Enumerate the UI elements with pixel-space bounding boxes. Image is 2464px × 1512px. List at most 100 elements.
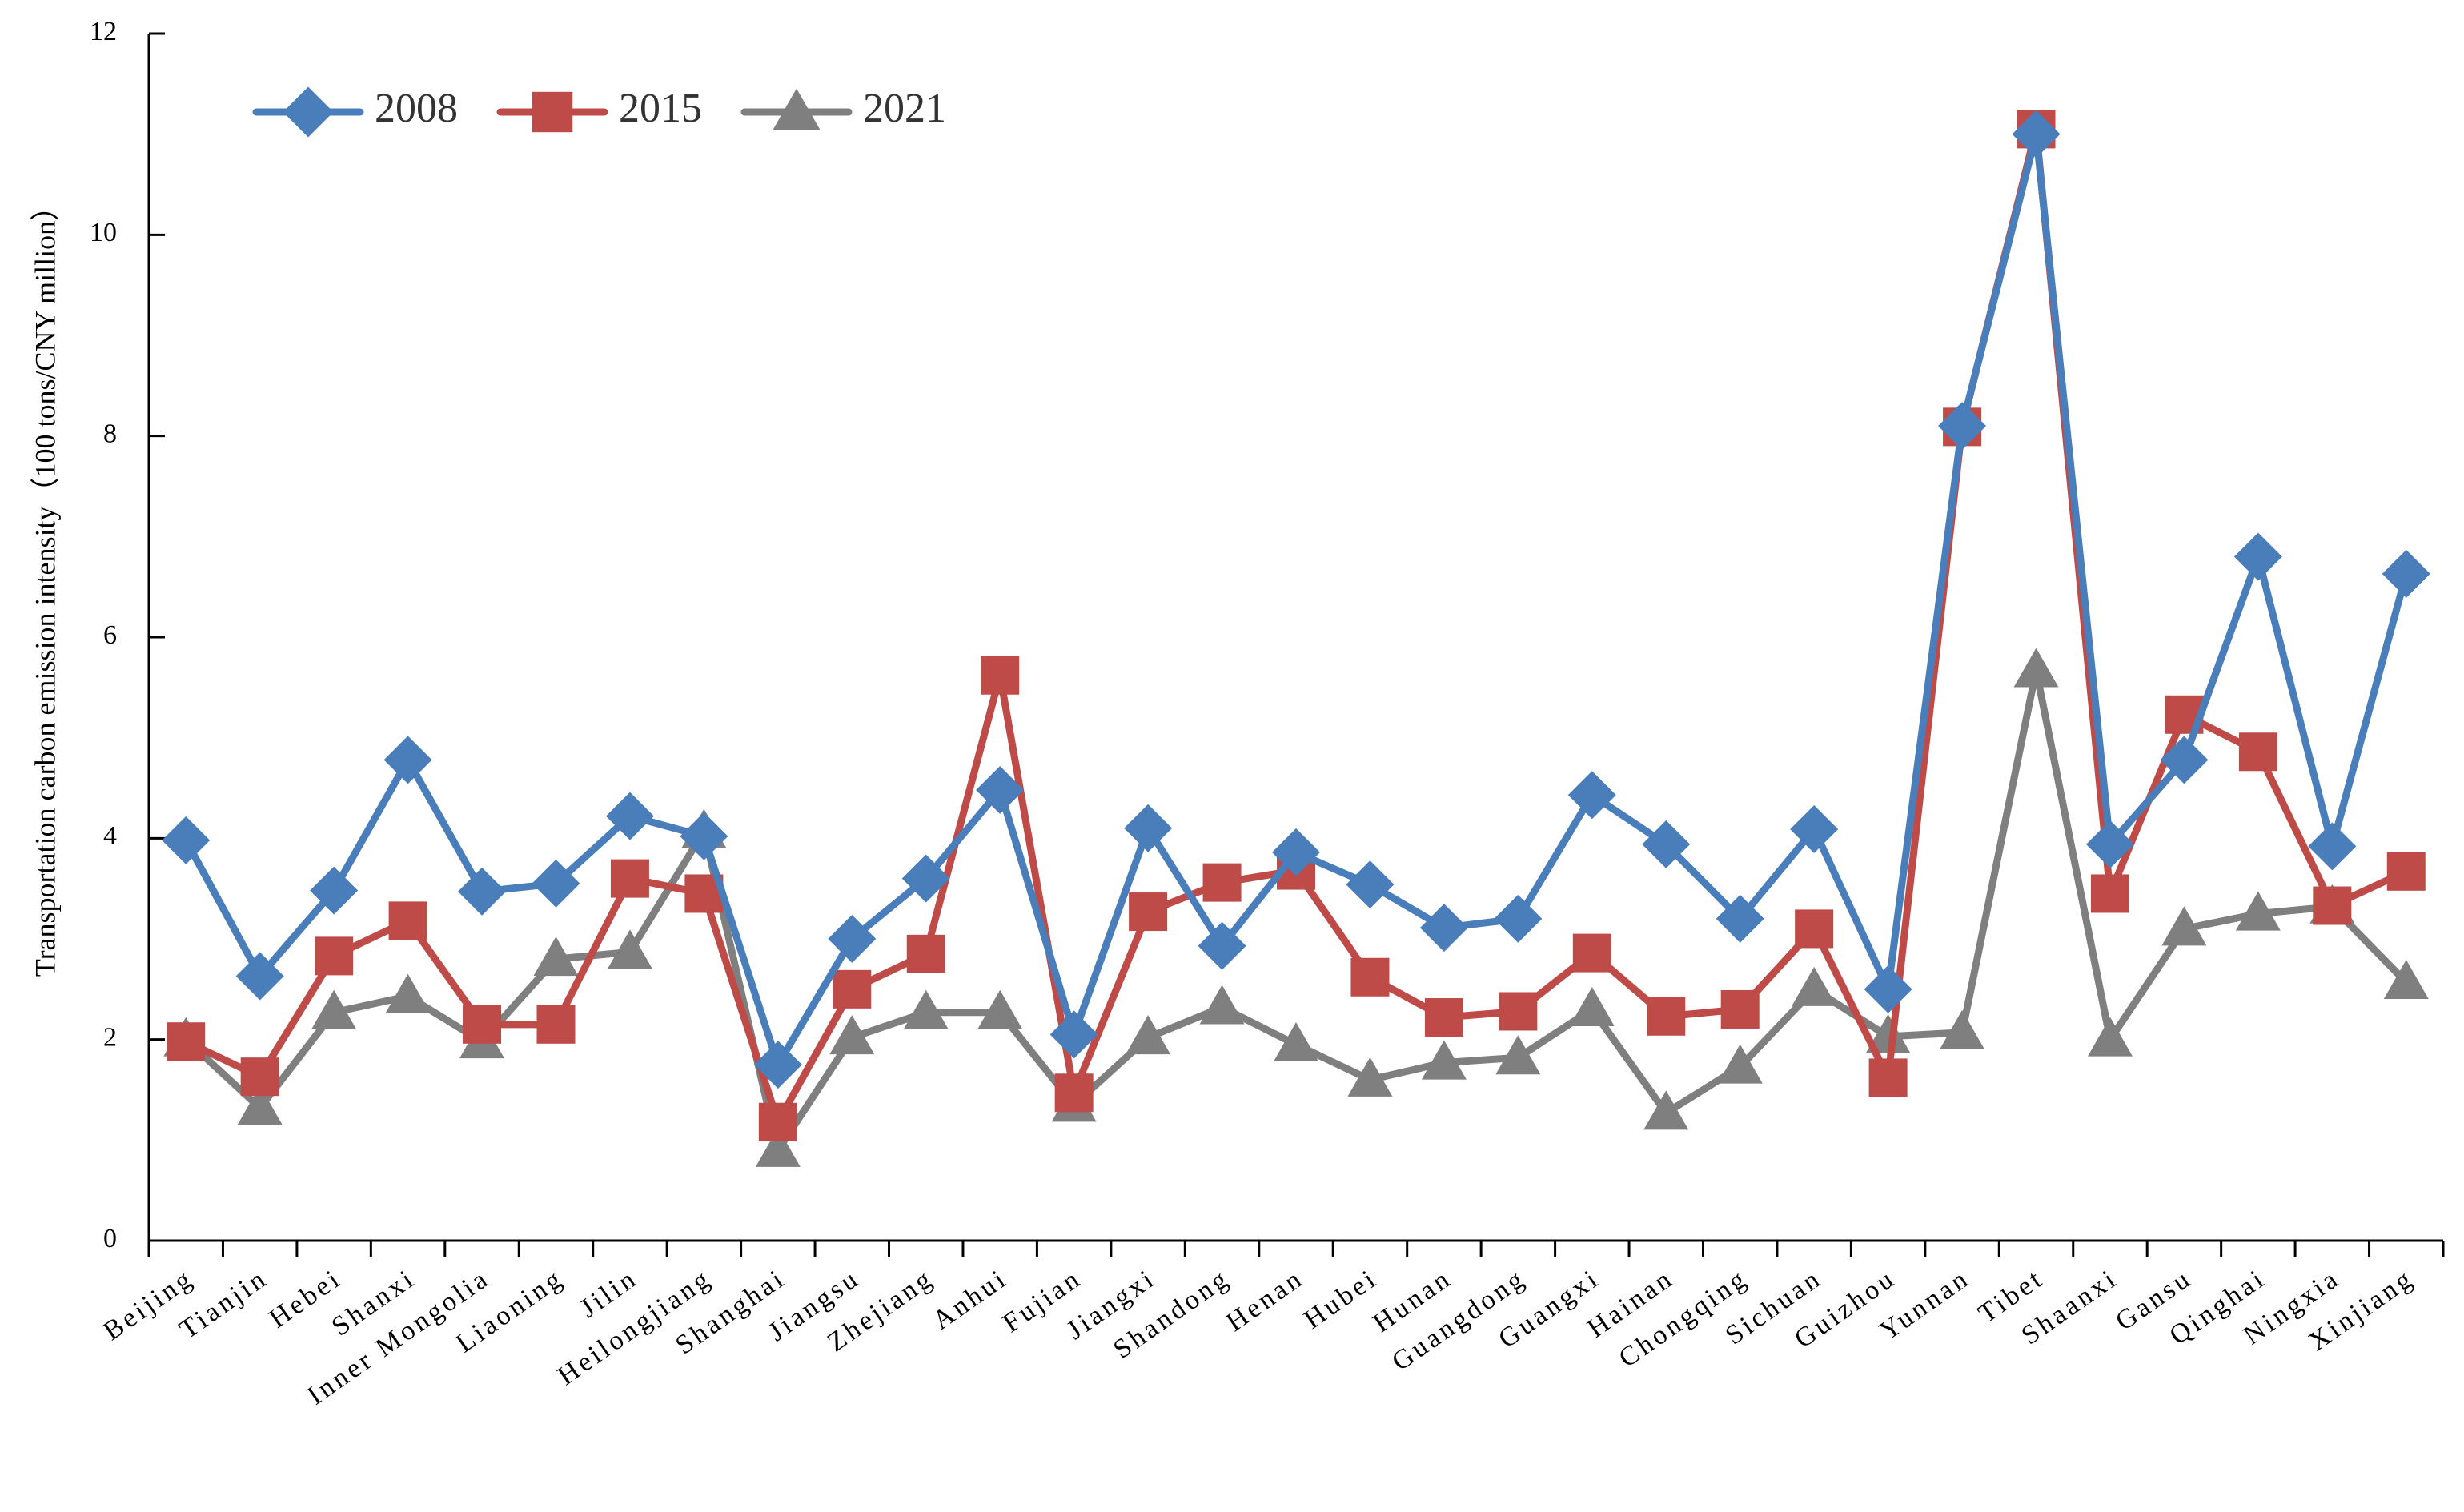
legend: 2008 2015 2021 [252,86,946,138]
data-point-2021 [1347,1057,1393,1097]
data-point-2008 [532,859,580,908]
data-point-2015 [2313,886,2352,925]
legend-item-2021: 2021 [740,86,946,131]
data-point-2008 [605,792,654,840]
data-point-2008 [1494,894,1543,943]
data-point-2008 [976,766,1025,815]
data-point-2015 [1720,989,1760,1029]
data-point-2015 [833,969,872,1009]
data-point-2008 [2382,549,2430,598]
data-point-2015 [1868,1058,1908,1097]
data-point-2021 [829,1015,875,1055]
data-point-2021 [2013,648,2059,688]
legend-swatch-marker [532,91,573,133]
data-point-2015 [388,901,427,940]
data-point-2021 [607,929,652,969]
data-point-2008 [2160,736,2209,784]
data-point-2021 [2161,906,2207,946]
series-2008 [162,110,2430,1089]
legend-label: 2008 [375,86,458,131]
data-point-2021 [1865,1013,1911,1053]
data-point-2021 [903,989,949,1029]
data-point-2021 [2235,891,2281,931]
data-point-2021 [1717,1044,1763,1084]
y-tick-label: 4 [103,821,117,851]
data-point-2015 [2090,874,2129,913]
data-point-2008 [383,736,432,784]
data-point-2015 [1424,998,1463,1037]
y-tick-label: 0 [103,1224,117,1253]
data-point-2008 [680,812,728,860]
data-point-2021 [755,1127,801,1167]
series-line-2015 [182,125,2410,1126]
data-point-2008 [235,952,284,1001]
data-point-2008 [1272,828,1320,876]
x-tick-label: Anhui [928,1263,1013,1336]
data-point-2008 [1198,921,1246,970]
data-point-2008 [458,867,507,916]
data-point-2008 [1124,804,1173,852]
data-point-2008 [1938,402,1987,451]
data-point-2015 [315,936,354,976]
data-point-2021 [1126,1015,1171,1055]
legend-swatch-marker [283,86,334,138]
data-point-2008 [2012,110,2061,158]
data-point-2015 [1647,997,1686,1036]
y-tick-label: 6 [103,620,117,650]
data-point-2015 [1350,957,1390,997]
data-point-2008 [753,1041,802,1089]
data-point-2015 [1054,1073,1094,1113]
data-point-2015 [240,1057,279,1097]
data-point-2015 [2238,732,2277,772]
data-point-2008 [1049,1010,1098,1059]
legend-label: 2021 [863,86,946,131]
data-point-2015 [1202,863,1242,902]
data-point-2008 [310,866,359,915]
y-tick-label: 8 [103,419,117,448]
data-point-2008 [2085,820,2134,868]
x-tick-label: Henan [1221,1263,1309,1338]
data-point-2015 [1795,909,1834,949]
legend-swatch-marker [773,88,821,130]
data-point-2015 [1129,892,1168,932]
series-line-2008 [182,130,2410,1069]
data-point-2021 [1643,1090,1689,1130]
data-point-2008 [828,915,877,963]
y-tick-label: 2 [103,1022,117,1052]
data-point-2021 [1569,986,1615,1026]
data-point-2021 [1274,1021,1318,1061]
data-point-2015 [610,859,649,898]
data-point-2021 [2383,960,2429,1000]
data-point-2021 [2087,1017,2133,1057]
y-axis-label: Transportation carbon emission intensity… [29,192,61,977]
data-point-2008 [1346,860,1395,909]
data-point-2015 [536,1005,576,1044]
data-point-2008 [1419,904,1468,953]
data-point-2008 [1567,771,1616,820]
data-point-2008 [2308,822,2357,871]
data-point-2015 [758,1102,797,1141]
y-tick-label: 10 [90,218,117,247]
series-2021 [163,648,2429,1167]
legend-label: 2015 [619,86,702,131]
data-point-2021 [1792,966,1837,1006]
data-point-2021 [533,936,579,977]
data-point-2015 [1572,933,1611,973]
data-point-2015 [981,656,1020,695]
y-tick-label: 12 [90,17,117,46]
series-line-2021 [182,666,2410,1154]
data-point-2021 [237,1085,283,1125]
data-point-2008 [162,816,211,864]
data-point-2015 [906,934,945,973]
data-point-2021 [1495,1035,1541,1075]
data-point-2021 [1421,1040,1467,1080]
data-point-2021 [1199,985,1245,1025]
series-layer [162,110,2430,1167]
data-point-2008 [1716,894,1764,943]
data-point-2008 [2233,532,2282,581]
data-point-2015 [167,1022,206,1061]
data-point-2015 [463,1005,502,1044]
data-point-2015 [2386,852,2426,891]
